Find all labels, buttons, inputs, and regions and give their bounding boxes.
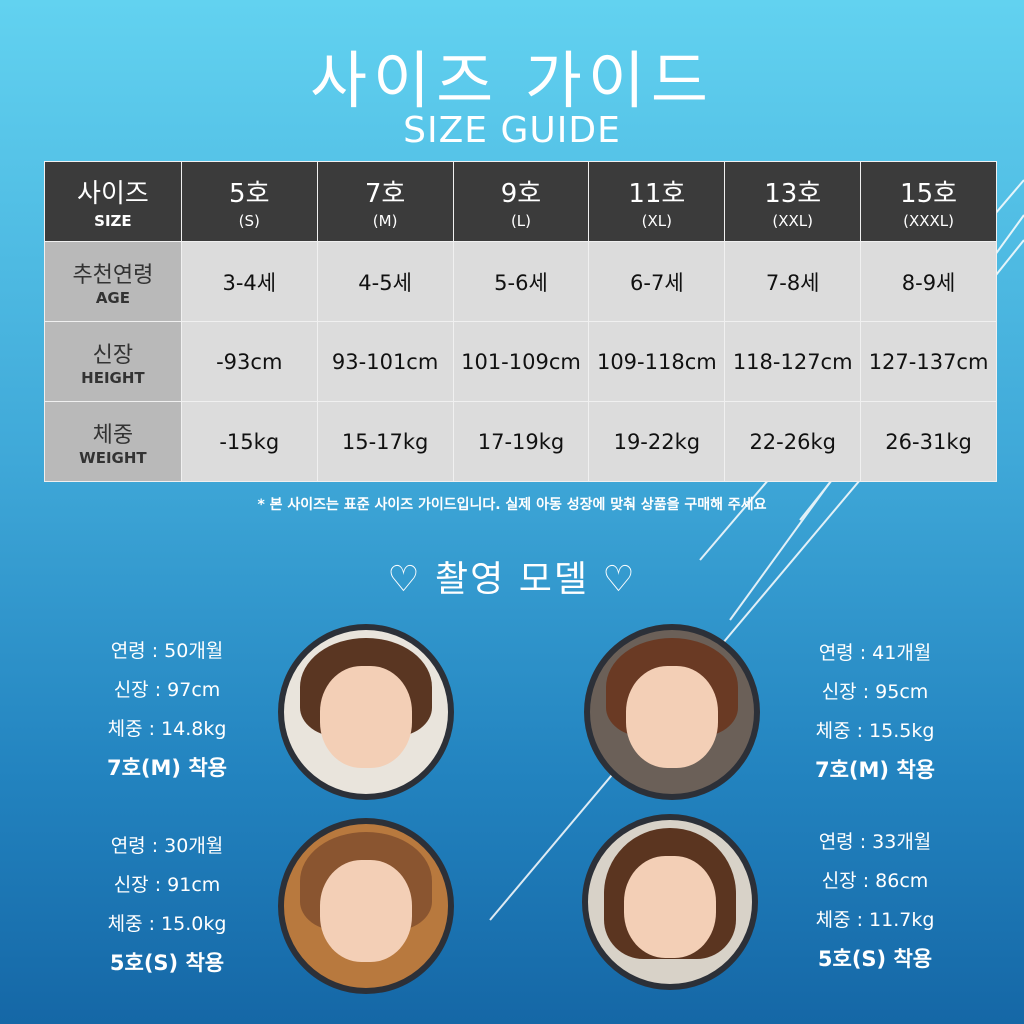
model-info-1: 연령 : 50개월 신장 : 97cm 체중 : 14.8kg 7호(M) 착용	[67, 632, 267, 788]
table-cell: 4-5세	[316, 241, 454, 322]
table-cell: 101-109cm	[452, 321, 590, 402]
table-row: 신장 HEIGHT -93cm 93-101cm 101-109cm 109-118cm 1…	[44, 321, 997, 402]
size-num: 7호	[364, 179, 406, 209]
row-header-ko: 신장	[92, 342, 134, 368]
table-cell: 5-6세	[452, 241, 590, 322]
row-header: 신장 HEIGHT	[44, 321, 182, 402]
model-weight: 체중 : 15.5kg	[815, 720, 935, 742]
table-cell: 6-7세	[588, 241, 726, 322]
size-num: 5호	[229, 179, 270, 209]
model-photo	[278, 818, 454, 994]
table-cell: 17-19kg	[452, 401, 590, 482]
model-photo	[278, 624, 454, 800]
model-photo	[582, 814, 758, 990]
size-code: (XXXL)	[903, 212, 954, 230]
row-header-en: AGE	[95, 288, 130, 307]
size-code: (M)	[372, 212, 398, 230]
table-cell: -15kg	[180, 401, 318, 482]
model-height: 신장 : 86cm	[821, 870, 929, 892]
model-weight: 체중 : 15.0kg	[107, 913, 227, 935]
model-info-2: 연령 : 41개월 신장 : 95cm 체중 : 15.5kg 7호(M) 착용	[775, 634, 975, 790]
table-cell: 7-8세	[724, 241, 862, 322]
model-weight: 체중 : 11.7kg	[815, 909, 935, 931]
size-code: (XXL)	[772, 212, 813, 230]
table-cell: 3-4세	[180, 241, 318, 322]
page-subtitle: SIZE GUIDE	[403, 110, 621, 151]
table-cell: 22-26kg	[724, 401, 862, 482]
model-info-4: 연령 : 33개월 신장 : 86cm 체중 : 11.7kg 5호(S) 착용	[775, 823, 975, 979]
size-col: 9호 (L)	[452, 161, 590, 242]
model-wear: 5호(S) 착용	[817, 947, 933, 971]
model-photo	[584, 624, 760, 800]
row-header-en: HEIGHT	[81, 368, 145, 387]
table-row: 체중 WEIGHT -15kg 15-17kg 17-19kg 19-22kg 22-26k…	[44, 401, 997, 482]
size-code: (L)	[510, 212, 531, 230]
model-wear: 7호(M) 착용	[107, 756, 227, 780]
model-age: 연령 : 30개월	[110, 835, 224, 857]
model-wear: 5호(S) 착용	[109, 951, 225, 975]
size-col: 5호 (S)	[180, 161, 318, 242]
model-weight: 체중 : 14.8kg	[107, 718, 227, 740]
size-num: 15호	[900, 179, 958, 209]
model-wear: 7호(M) 착용	[815, 758, 935, 782]
row-header: 추천연령 AGE	[44, 241, 182, 322]
model-height: 신장 : 97cm	[113, 679, 221, 701]
model-age: 연령 : 50개월	[110, 640, 224, 662]
size-code: (XL)	[641, 212, 672, 230]
model-age: 연령 : 33개월	[818, 831, 932, 853]
header-size-ko: 사이즈	[77, 179, 149, 209]
table-cell: 109-118cm	[588, 321, 726, 402]
table-cell: 8-9세	[860, 241, 997, 322]
size-table: 사이즈 SIZE 5호 (S) 7호 (M) 9호 (L) 11호 (XL) 13호 (XX…	[44, 161, 997, 482]
row-header: 체중 WEIGHT	[44, 401, 182, 482]
row-header-ko: 체중	[92, 422, 134, 448]
table-cell: 15-17kg	[316, 401, 454, 482]
table-cell: 19-22kg	[588, 401, 726, 482]
size-col: 15호 (XXXL)	[860, 161, 997, 242]
table-row: 추천연령 AGE 3-4세 4-5세 5-6세 6-7세 7-8세 8-9세	[44, 241, 997, 322]
size-num: 13호	[764, 179, 822, 209]
model-height: 신장 : 91cm	[113, 874, 221, 896]
size-col: 11호 (XL)	[588, 161, 726, 242]
model-height: 신장 : 95cm	[821, 681, 929, 703]
models-title: ♡ 촬영 모델 ♡	[387, 559, 637, 600]
table-cell: 118-127cm	[724, 321, 862, 402]
table-cell: 26-31kg	[860, 401, 997, 482]
size-code: (S)	[238, 212, 260, 230]
model-age: 연령 : 41개월	[818, 642, 932, 664]
row-header-ko: 추천연령	[72, 262, 154, 288]
header-size-en: SIZE	[94, 212, 132, 230]
size-num: 11호	[628, 179, 686, 209]
size-note: * 본 사이즈는 표준 사이즈 가이드입니다. 실제 아동 성장에 맞춰 상품을…	[257, 497, 767, 513]
row-header-en: WEIGHT	[79, 448, 147, 467]
table-header-row: 사이즈 SIZE 5호 (S) 7호 (M) 9호 (L) 11호 (XL) 13호 (XX…	[44, 161, 997, 242]
size-col: 7호 (M)	[316, 161, 454, 242]
table-cell: 93-101cm	[316, 321, 454, 402]
table-cell: -93cm	[180, 321, 318, 402]
model-info-3: 연령 : 30개월 신장 : 91cm 체중 : 15.0kg 5호(S) 착용	[67, 827, 267, 983]
header-size: 사이즈 SIZE	[44, 161, 182, 242]
page-title: 사이즈 가이드	[310, 44, 714, 117]
table-cell: 127-137cm	[860, 321, 997, 402]
size-num: 9호	[500, 179, 542, 209]
size-col: 13호 (XXL)	[724, 161, 862, 242]
